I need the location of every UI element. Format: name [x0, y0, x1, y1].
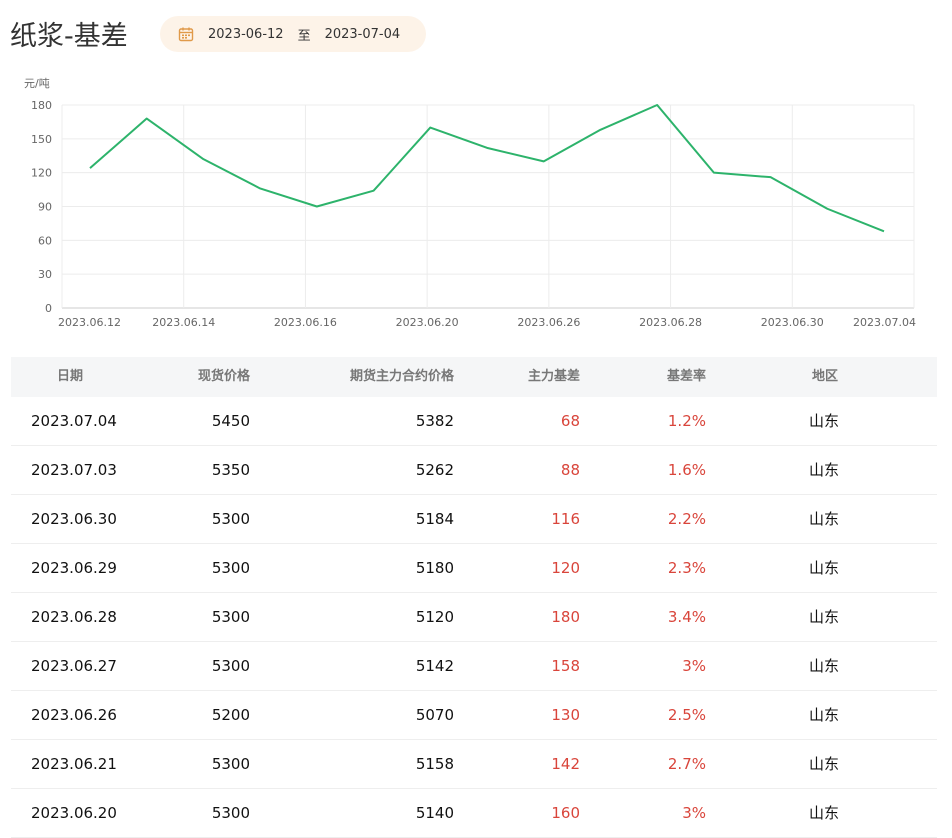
- cell-basis-rate: 2.7%: [667, 755, 706, 773]
- cell-futures-price: 5382: [415, 412, 454, 430]
- cell-spot-price: 5200: [211, 706, 250, 724]
- x-tick-label: 2023.06.30: [761, 316, 824, 329]
- cell-region: 山东: [809, 608, 840, 626]
- table-body: 2023.07.04 5450 5382 68 1.2% 山东 2023.07.03 5350…: [11, 397, 937, 838]
- cell-date: 2023.06.20: [31, 804, 117, 822]
- table-row: 2023.06.30 5300 5184 116 2.2% 山东: [11, 495, 937, 544]
- cell-basis: 68: [560, 412, 580, 430]
- table-header: 日期 现货价格 期货主力合约价格 主力基差 基差率 地区: [11, 357, 937, 397]
- x-tick-label: 2023.06.16: [274, 316, 337, 329]
- table-row: 2023.06.20 5300 5140 160 3% 山东: [11, 789, 937, 838]
- cell-spot-price: 5350: [211, 461, 250, 479]
- cell-spot-price: 5450: [211, 412, 250, 430]
- cell-spot-price: 5300: [211, 804, 250, 822]
- table-row: 2023.06.27 5300 5142 158 3% 山东: [11, 642, 937, 691]
- cell-basis: 120: [551, 559, 580, 577]
- table-row: 2023.07.03 5350 5262 88 1.6% 山东: [11, 446, 937, 495]
- cell-futures-price: 5184: [415, 510, 454, 528]
- date-start[interactable]: 2023-06-12: [208, 26, 284, 42]
- cell-basis-rate: 3.4%: [667, 608, 706, 626]
- header-date: 日期: [57, 369, 84, 384]
- cell-basis: 116: [551, 510, 580, 528]
- cell-date: 2023.07.03: [31, 461, 117, 479]
- y-tick-label: 180: [31, 99, 52, 112]
- cell-futures-price: 5140: [415, 804, 454, 822]
- x-tick-label: 2023.06.12: [58, 316, 121, 329]
- cell-spot-price: 5300: [211, 559, 250, 577]
- cell-futures-price: 5262: [415, 461, 454, 479]
- y-tick-label: 0: [45, 302, 52, 315]
- y-tick-label: 150: [31, 133, 52, 146]
- calendar-icon: [178, 27, 194, 42]
- cell-basis: 160: [551, 804, 580, 822]
- header-futures-price: 期货主力合约价格: [349, 369, 454, 384]
- cell-region: 山东: [809, 412, 840, 430]
- x-tick-label: 2023.06.26: [517, 316, 580, 329]
- cell-basis: 142: [551, 755, 580, 773]
- x-tick-label: 2023.07.04: [853, 316, 916, 329]
- cell-region: 山东: [809, 461, 840, 479]
- cell-spot-price: 5300: [211, 608, 250, 626]
- table-row: 2023.07.04 5450 5382 68 1.2% 山东: [11, 397, 937, 446]
- cell-spot-price: 5300: [211, 755, 250, 773]
- cell-spot-price: 5300: [211, 510, 250, 528]
- chart-svg: 元/吨 0 30 60 90 120 150 180 2023.06.12 2023.06.14 2…: [24, 77, 916, 329]
- cell-basis: 130: [551, 706, 580, 724]
- y-tick-label: 90: [38, 201, 52, 214]
- cell-basis: 158: [551, 657, 580, 675]
- cell-region: 山东: [809, 804, 840, 822]
- table-row: 2023.06.21 5300 5158 142 2.7% 山东: [11, 740, 937, 789]
- date-range-picker[interactable]: 2023-06-12 至 2023-07-04: [160, 16, 426, 52]
- cell-basis: 180: [551, 608, 580, 626]
- cell-date: 2023.06.30: [31, 510, 117, 528]
- cell-region: 山东: [809, 559, 840, 577]
- cell-date: 2023.06.26: [31, 706, 117, 724]
- x-tick-label: 2023.06.14: [152, 316, 215, 329]
- cell-futures-price: 5142: [415, 657, 454, 675]
- cell-basis-rate: 2.2%: [667, 510, 706, 528]
- header: 纸浆-基差 2023-06-12 至 2023-07-04: [0, 0, 952, 70]
- y-tick-label: 60: [38, 234, 52, 247]
- page-title: 纸浆-基差: [10, 21, 128, 52]
- cell-basis-rate: 3%: [682, 657, 706, 675]
- cell-region: 山东: [809, 657, 840, 675]
- table-row: 2023.06.29 5300 5180 120 2.3% 山东: [11, 544, 937, 593]
- y-tick-label: 120: [31, 167, 52, 180]
- cell-date: 2023.07.04: [31, 412, 117, 430]
- date-end[interactable]: 2023-07-04: [324, 26, 401, 42]
- basis-table: 日期 现货价格 期货主力合约价格 主力基差 基差率 地区 2023.07.04 5…: [11, 357, 937, 838]
- x-tick-label: 2023.06.20: [396, 316, 459, 329]
- header-basis: 主力基差: [527, 369, 580, 384]
- header-spot-price: 现货价格: [197, 369, 250, 384]
- cell-date: 2023.06.27: [31, 657, 117, 675]
- header-region: 地区: [812, 369, 839, 384]
- x-tick-label: 2023.06.28: [639, 316, 702, 329]
- y-tick-label: 30: [38, 268, 52, 281]
- series-line: [89, 104, 885, 233]
- date-separator: 至: [297, 28, 311, 44]
- y-axis-label: 元/吨: [24, 77, 50, 90]
- cell-basis-rate: 2.5%: [667, 706, 706, 724]
- header-basis-rate: 基差率: [666, 369, 706, 384]
- cell-date: 2023.06.29: [31, 559, 117, 577]
- cell-spot-price: 5300: [211, 657, 250, 675]
- cell-basis-rate: 1.6%: [667, 461, 706, 479]
- cell-futures-price: 5070: [415, 706, 454, 724]
- table-row: 2023.06.26 5200 5070 130 2.5% 山东: [11, 691, 937, 740]
- cell-basis-rate: 2.3%: [667, 559, 706, 577]
- basis-line-chart: 元/吨 0 30 60 90 120 150 180 2023.06.12 2023.06.14 2…: [0, 70, 952, 340]
- cell-date: 2023.06.21: [31, 755, 117, 773]
- table-row: 2023.06.28 5300 5120 180 3.4% 山东: [11, 593, 937, 642]
- cell-basis-rate: 3%: [682, 804, 706, 822]
- cell-futures-price: 5158: [415, 755, 454, 773]
- cell-basis-rate: 1.2%: [667, 412, 706, 430]
- cell-basis: 88: [560, 461, 580, 479]
- cell-region: 山东: [809, 706, 840, 724]
- cell-futures-price: 5120: [415, 608, 454, 626]
- cell-date: 2023.06.28: [31, 608, 117, 626]
- cell-futures-price: 5180: [415, 559, 454, 577]
- cell-region: 山东: [809, 510, 840, 528]
- cell-region: 山东: [809, 755, 840, 773]
